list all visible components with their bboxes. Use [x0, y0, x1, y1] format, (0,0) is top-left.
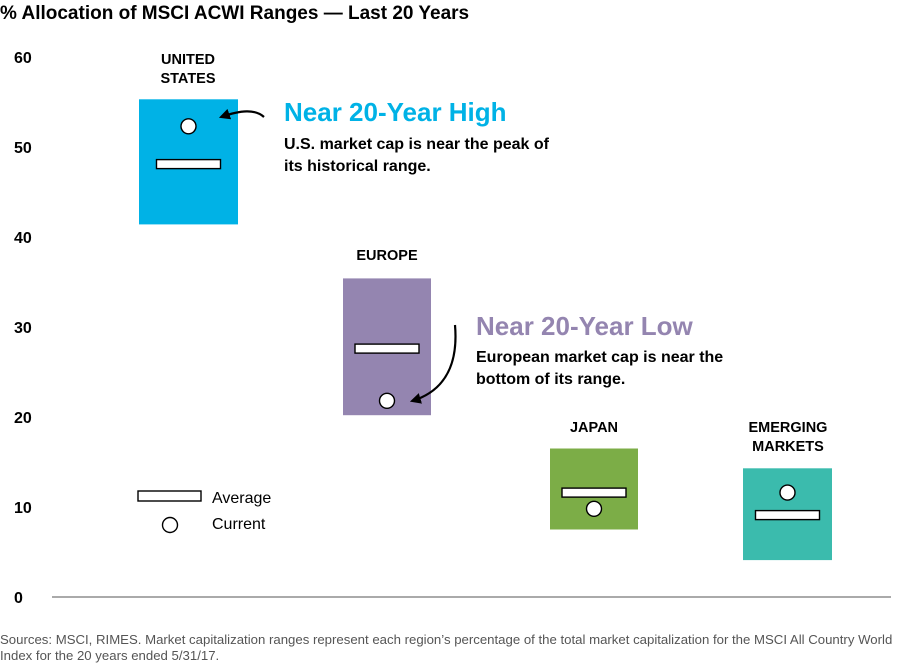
y-tick-label: 20	[14, 410, 32, 427]
average-marker-japan	[561, 487, 627, 498]
current-marker-em	[779, 484, 796, 501]
y-tick-label: 10	[14, 500, 32, 517]
current-marker-europe	[378, 392, 396, 409]
callout-text-us: its historical range.	[284, 158, 431, 175]
y-tick-label: 30	[14, 320, 32, 337]
region-label-us: UNITED	[161, 52, 215, 68]
callout-arrow-us	[218, 108, 265, 120]
range-chart: 0 10 20 30 40 50 60 UNITED STATES EUROPE JAPAN EMER…	[14, 50, 891, 607]
callout-text-europe: European market cap is near the	[476, 349, 723, 366]
y-tick-label: 40	[14, 230, 32, 247]
legend-average-swatch	[137, 490, 202, 502]
current-marker-us	[180, 118, 197, 135]
callout-text-europe: bottom of its range.	[476, 371, 625, 388]
average-marker-europe	[354, 343, 420, 354]
callout-arrow-europe	[409, 324, 457, 404]
region-label-japan: JAPAN	[570, 420, 618, 436]
region-label-europe: EUROPE	[356, 248, 418, 264]
callout-heading-us: Near 20-Year High	[284, 97, 507, 127]
source-note: Sources: MSCI, RIMES. Market capitalizat…	[0, 632, 893, 663]
y-tick-label: 0	[14, 590, 23, 607]
chart-title: % Allocation of MSCI ACWI Ranges — Last …	[0, 3, 470, 24]
callout-heading-europe: Near 20-Year Low	[476, 311, 694, 341]
y-tick-label: 50	[14, 140, 32, 157]
region-label-em: EMERGING	[749, 420, 828, 436]
legend-average-label: Average	[212, 490, 271, 507]
average-marker-us	[155, 158, 222, 170]
callout-text-us: U.S. market cap is near the peak of	[284, 136, 550, 153]
region-label-em: MARKETS	[752, 439, 824, 455]
legend-current-swatch	[161, 516, 179, 534]
region-label-us: STATES	[160, 71, 215, 87]
current-marker-japan	[585, 500, 603, 517]
legend-current-label: Current	[212, 516, 266, 533]
average-marker-em	[754, 509, 821, 521]
y-tick-label: 60	[14, 50, 32, 67]
